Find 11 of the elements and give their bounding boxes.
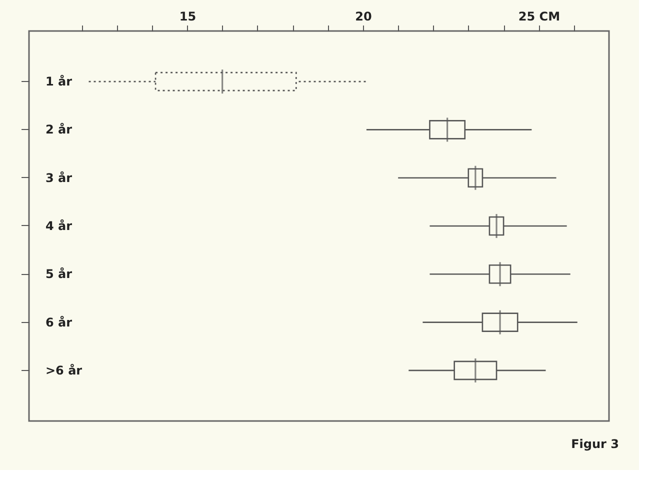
x-tick-label: 25 CM xyxy=(518,10,560,24)
x-tick-label: 20 xyxy=(355,10,372,24)
x-tick-label: 15 xyxy=(179,10,196,24)
y-tick-label: >6 år xyxy=(46,363,82,378)
text: Figur 3 xyxy=(571,437,619,451)
y-tick-label: 2 år xyxy=(46,122,72,137)
y-tick-label: 4 år xyxy=(46,219,72,233)
y-tick-label: 6 år xyxy=(46,315,72,330)
y-tick-label: 1 år xyxy=(46,74,72,89)
y-tick-label: 5 år xyxy=(46,267,72,282)
y-tick-label: 3 år xyxy=(46,170,72,185)
